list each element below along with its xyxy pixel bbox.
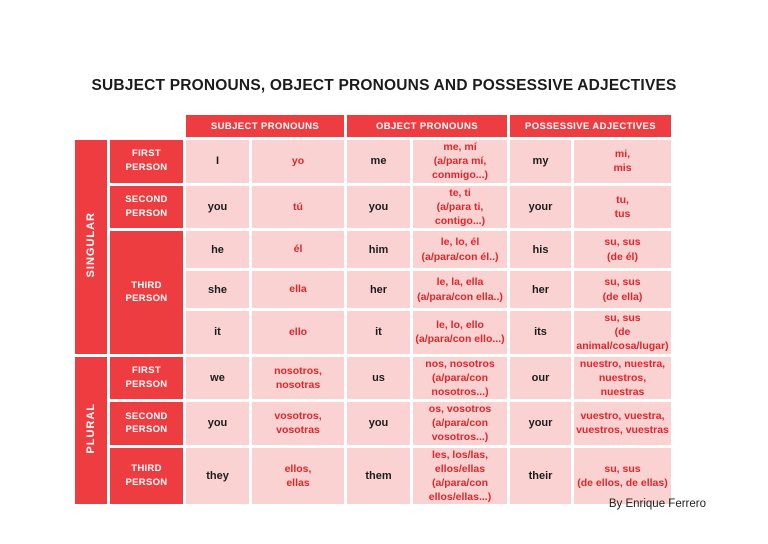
person-label: THIRD PERSON <box>110 447 183 505</box>
cell-object-en: them <box>347 447 410 505</box>
table-row: she ella her le, la, ella (a/para/con el… <box>75 271 671 309</box>
cell-object-en: you <box>347 402 410 445</box>
cell-possessive-es: su, sus (de ella) <box>574 271 671 309</box>
col-header-subject-pronouns: SUBJECT PRONOUNS <box>186 115 344 137</box>
cell-subject-en: it <box>186 311 249 354</box>
group-label-singular-text: SINGULAR <box>84 211 97 277</box>
cell-subject-es: ellos, ellas <box>252 447 344 505</box>
cell-object-en: us <box>347 356 410 400</box>
cell-possessive-es: su, sus (de él) <box>574 231 671 269</box>
cell-object-es: os, vosotros (a/para/con vosotros...) <box>413 402 507 445</box>
cell-object-en: me <box>347 140 410 183</box>
cell-subject-en: they <box>186 447 249 505</box>
cell-possessive-es: nuestro, nuestra, nuestros, nuestras <box>574 356 671 400</box>
person-label: FIRST PERSON <box>110 140 183 183</box>
cell-possessive-en: your <box>510 402 571 445</box>
group-label-plural-text: PLURAL <box>84 402 97 454</box>
cell-subject-en: I <box>186 140 249 183</box>
author-credit: By Enrique Ferrero <box>608 498 706 510</box>
pronouns-table-container: SUBJECT PRONOUNS OBJECT PRONOUNS POSSESS… <box>72 112 674 507</box>
cell-subject-es: nosotros, nosotras <box>252 356 344 400</box>
cell-subject-en: we <box>186 356 249 400</box>
cell-object-es: me, mí (a/para mí, conmigo...) <box>413 140 507 183</box>
cell-possessive-es: su, sus (de animal/cosa/lugar) <box>574 311 671 354</box>
cell-object-en: it <box>347 311 410 354</box>
cell-subject-en: she <box>186 271 249 309</box>
cell-subject-es: yo <box>252 140 344 183</box>
cell-possessive-es: mi, mis <box>574 140 671 183</box>
group-label-plural: PLURAL <box>75 356 107 505</box>
col-header-possessive-adjectives: POSSESSIVE ADJECTIVES <box>510 115 671 137</box>
table-row: SINGULAR FIRST PERSON I yo me me, mí (a/… <box>75 140 671 354</box>
cell-possessive-es: tu, tus <box>574 185 671 229</box>
cell-possessive-en: my <box>510 140 571 183</box>
cell-subject-es: él <box>252 231 344 269</box>
pronouns-table: SUBJECT PRONOUNS OBJECT PRONOUNS POSSESS… <box>72 112 674 507</box>
cell-subject-en: you <box>186 402 249 445</box>
header-row: SUBJECT PRONOUNS OBJECT PRONOUNS POSSESS… <box>75 115 671 137</box>
table-row: PLURAL FIRST PERSON we nosotros, nosotra… <box>75 356 671 505</box>
cell-object-en: you <box>347 185 410 229</box>
person-label: SECOND PERSON <box>110 185 183 229</box>
table-row: THIRD PERSON he él him le, lo, él (a/par… <box>75 231 671 354</box>
table-row: it ello it le, lo, ello (a/para/con ello… <box>75 311 671 354</box>
cell-subject-es: ello <box>252 311 344 354</box>
cell-object-es: te, ti (a/para ti, contigo...) <box>413 185 507 229</box>
person-label: THIRD PERSON <box>110 231 183 354</box>
person-label: FIRST PERSON <box>110 356 183 400</box>
cell-object-es: les, los/las, ellos/ellas (a/para/con el… <box>413 447 507 505</box>
cell-object-en: him <box>347 231 410 269</box>
cell-object-es: nos, nosotros (a/para/con nosotros...) <box>413 356 507 400</box>
group-label-singular: SINGULAR <box>75 140 107 354</box>
cell-possessive-en: his <box>510 231 571 269</box>
cell-subject-es: tú <box>252 185 344 229</box>
cell-possessive-en: their <box>510 447 571 505</box>
cell-possessive-en: our <box>510 356 571 400</box>
cell-object-es: le, lo, ello (a/para/con ello...) <box>413 311 507 354</box>
cell-subject-es: ella <box>252 271 344 309</box>
cell-object-es: le, lo, él (a/para/con él..) <box>413 231 507 269</box>
cell-possessive-en: your <box>510 185 571 229</box>
cell-subject-es: vosotros, vosotras <box>252 402 344 445</box>
table-row: THIRD PERSON they ellos, ellas them les,… <box>75 447 671 505</box>
table-row: SECOND PERSON you vosotros, vosotras you… <box>75 402 671 445</box>
cell-possessive-es: su, sus (de ellos, de ellas) <box>574 447 671 505</box>
cell-object-es: le, la, ella (a/para/con ella..) <box>413 271 507 309</box>
cell-subject-en: he <box>186 231 249 269</box>
cell-possessive-es: vuestro, vuestra, vuestros, vuestras <box>574 402 671 445</box>
table-row: SECOND PERSON you tú you te, ti (a/para … <box>75 185 671 229</box>
cell-subject-en: you <box>186 185 249 229</box>
page-title: SUBJECT PRONOUNS, OBJECT PRONOUNS AND PO… <box>91 77 677 94</box>
cell-possessive-en: its <box>510 311 571 354</box>
cell-possessive-en: her <box>510 271 571 309</box>
cell-object-en: her <box>347 271 410 309</box>
person-label: SECOND PERSON <box>110 402 183 445</box>
header-spacer <box>75 115 183 137</box>
col-header-object-pronouns: OBJECT PRONOUNS <box>347 115 507 137</box>
